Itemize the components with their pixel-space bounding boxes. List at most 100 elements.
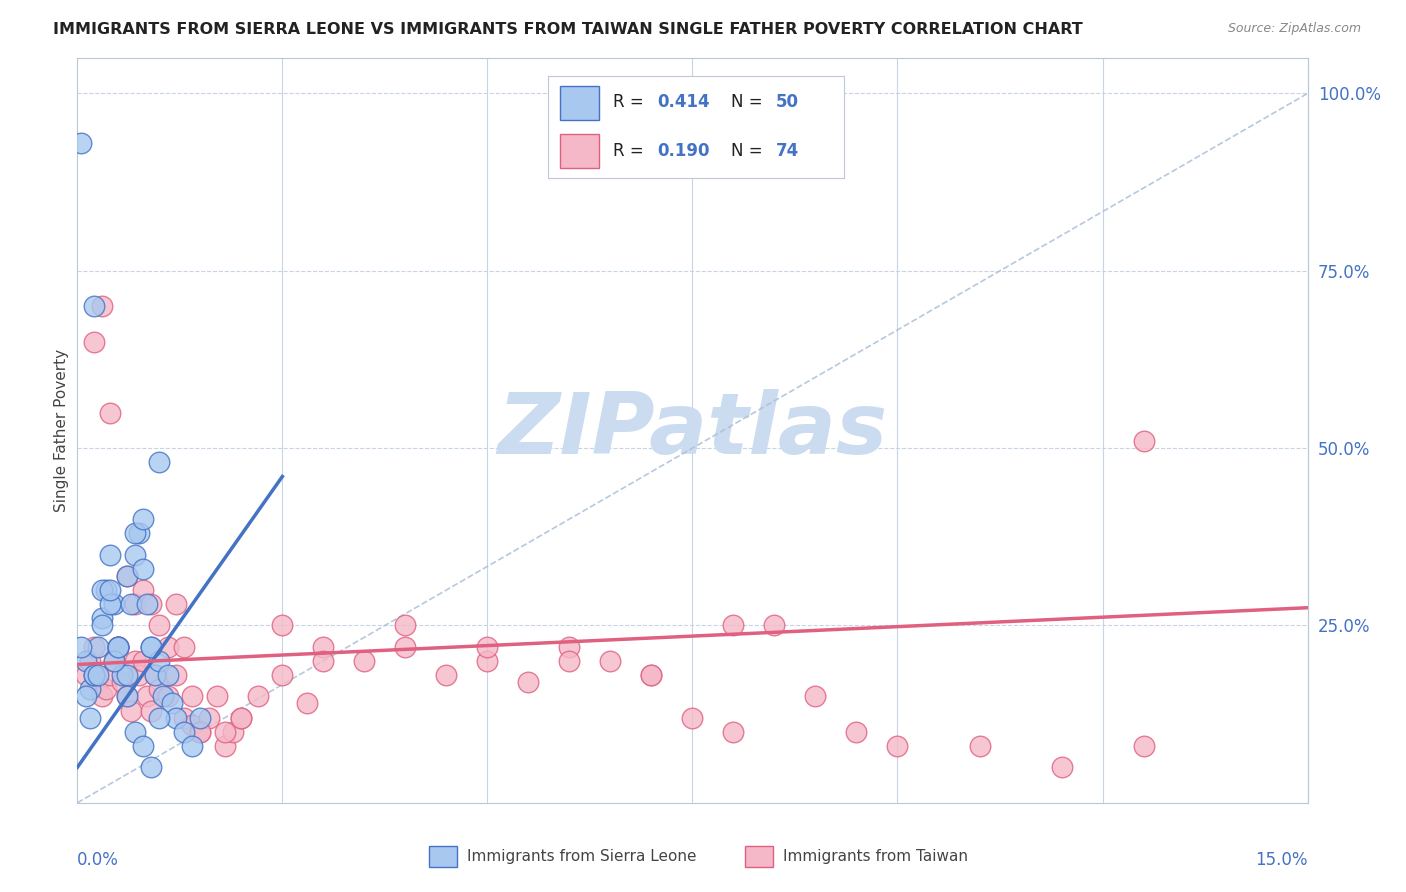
Point bbox=[83, 640, 105, 654]
Point bbox=[103, 654, 125, 668]
Y-axis label: Single Father Poverty: Single Father Poverty bbox=[53, 349, 69, 512]
Point bbox=[214, 724, 236, 739]
Point bbox=[181, 690, 204, 704]
Point bbox=[173, 711, 195, 725]
Point bbox=[136, 690, 159, 704]
Point bbox=[723, 724, 745, 739]
Point bbox=[124, 597, 146, 611]
Point bbox=[94, 682, 117, 697]
Point bbox=[1132, 434, 1154, 448]
Point bbox=[148, 682, 170, 697]
Text: 0.0%: 0.0% bbox=[77, 851, 120, 869]
Point bbox=[804, 690, 827, 704]
Point bbox=[165, 668, 187, 682]
Point bbox=[181, 739, 204, 753]
Point bbox=[107, 640, 129, 654]
Point bbox=[436, 668, 458, 682]
Point bbox=[132, 654, 155, 668]
Point bbox=[90, 611, 114, 625]
Text: Immigrants from Taiwan: Immigrants from Taiwan bbox=[783, 849, 969, 863]
Point bbox=[1132, 739, 1154, 753]
FancyBboxPatch shape bbox=[560, 135, 599, 168]
Text: 0.190: 0.190 bbox=[658, 142, 710, 161]
Point bbox=[115, 690, 138, 704]
Point bbox=[141, 760, 163, 774]
Point bbox=[124, 724, 146, 739]
Point bbox=[148, 711, 170, 725]
Point bbox=[124, 526, 146, 541]
Point bbox=[394, 618, 416, 632]
Point bbox=[94, 582, 117, 597]
Point bbox=[141, 640, 163, 654]
Point bbox=[124, 548, 146, 562]
Point bbox=[148, 654, 170, 668]
Point bbox=[98, 597, 121, 611]
Text: N =: N = bbox=[731, 142, 768, 161]
Point bbox=[90, 582, 114, 597]
Point bbox=[517, 675, 540, 690]
Point bbox=[87, 668, 110, 682]
Text: ZIPatlas: ZIPatlas bbox=[498, 389, 887, 472]
Point bbox=[558, 640, 581, 654]
Point bbox=[173, 724, 195, 739]
Text: Immigrants from Sierra Leone: Immigrants from Sierra Leone bbox=[467, 849, 696, 863]
Point bbox=[143, 668, 166, 682]
Point bbox=[107, 640, 129, 654]
Point bbox=[90, 690, 114, 704]
Text: R =: R = bbox=[613, 142, 650, 161]
Point bbox=[90, 299, 114, 313]
Point bbox=[188, 724, 212, 739]
Point bbox=[70, 640, 93, 654]
Point bbox=[205, 690, 228, 704]
Text: 15.0%: 15.0% bbox=[1256, 851, 1308, 869]
Point bbox=[165, 597, 187, 611]
Point bbox=[75, 654, 97, 668]
Point bbox=[111, 675, 134, 690]
Point bbox=[886, 739, 908, 753]
Point bbox=[87, 675, 110, 690]
Point bbox=[181, 718, 204, 732]
Point bbox=[115, 569, 138, 583]
Point bbox=[75, 690, 97, 704]
Point bbox=[969, 739, 991, 753]
Point bbox=[83, 299, 105, 313]
Point bbox=[188, 724, 212, 739]
Point bbox=[148, 455, 170, 469]
Point bbox=[477, 654, 499, 668]
Point bbox=[558, 654, 581, 668]
Point bbox=[132, 562, 155, 576]
Point bbox=[640, 668, 662, 682]
Point bbox=[115, 668, 138, 682]
Text: 74: 74 bbox=[776, 142, 799, 161]
Point bbox=[107, 640, 129, 654]
Point bbox=[132, 739, 155, 753]
Point bbox=[124, 654, 146, 668]
Point bbox=[83, 668, 105, 682]
Point bbox=[98, 548, 121, 562]
Point bbox=[477, 640, 499, 654]
Point bbox=[107, 640, 129, 654]
Point bbox=[98, 406, 121, 420]
Point bbox=[128, 526, 150, 541]
Point bbox=[156, 640, 179, 654]
Point bbox=[90, 618, 114, 632]
Text: R =: R = bbox=[613, 94, 650, 112]
Point bbox=[152, 690, 174, 704]
Point bbox=[723, 618, 745, 632]
Point bbox=[173, 640, 195, 654]
Text: IMMIGRANTS FROM SIERRA LEONE VS IMMIGRANTS FROM TAIWAN SINGLE FATHER POVERTY COR: IMMIGRANTS FROM SIERRA LEONE VS IMMIGRAN… bbox=[53, 22, 1083, 37]
Text: N =: N = bbox=[731, 94, 768, 112]
Point bbox=[295, 697, 318, 711]
Point bbox=[98, 668, 121, 682]
Point bbox=[231, 711, 253, 725]
Point bbox=[682, 711, 704, 725]
Point bbox=[120, 704, 142, 718]
Point bbox=[640, 668, 662, 682]
Point bbox=[79, 654, 101, 668]
Point bbox=[271, 618, 294, 632]
Point bbox=[87, 640, 110, 654]
Point bbox=[353, 654, 375, 668]
Text: 0.414: 0.414 bbox=[658, 94, 710, 112]
Point bbox=[128, 668, 150, 682]
Point bbox=[83, 668, 105, 682]
